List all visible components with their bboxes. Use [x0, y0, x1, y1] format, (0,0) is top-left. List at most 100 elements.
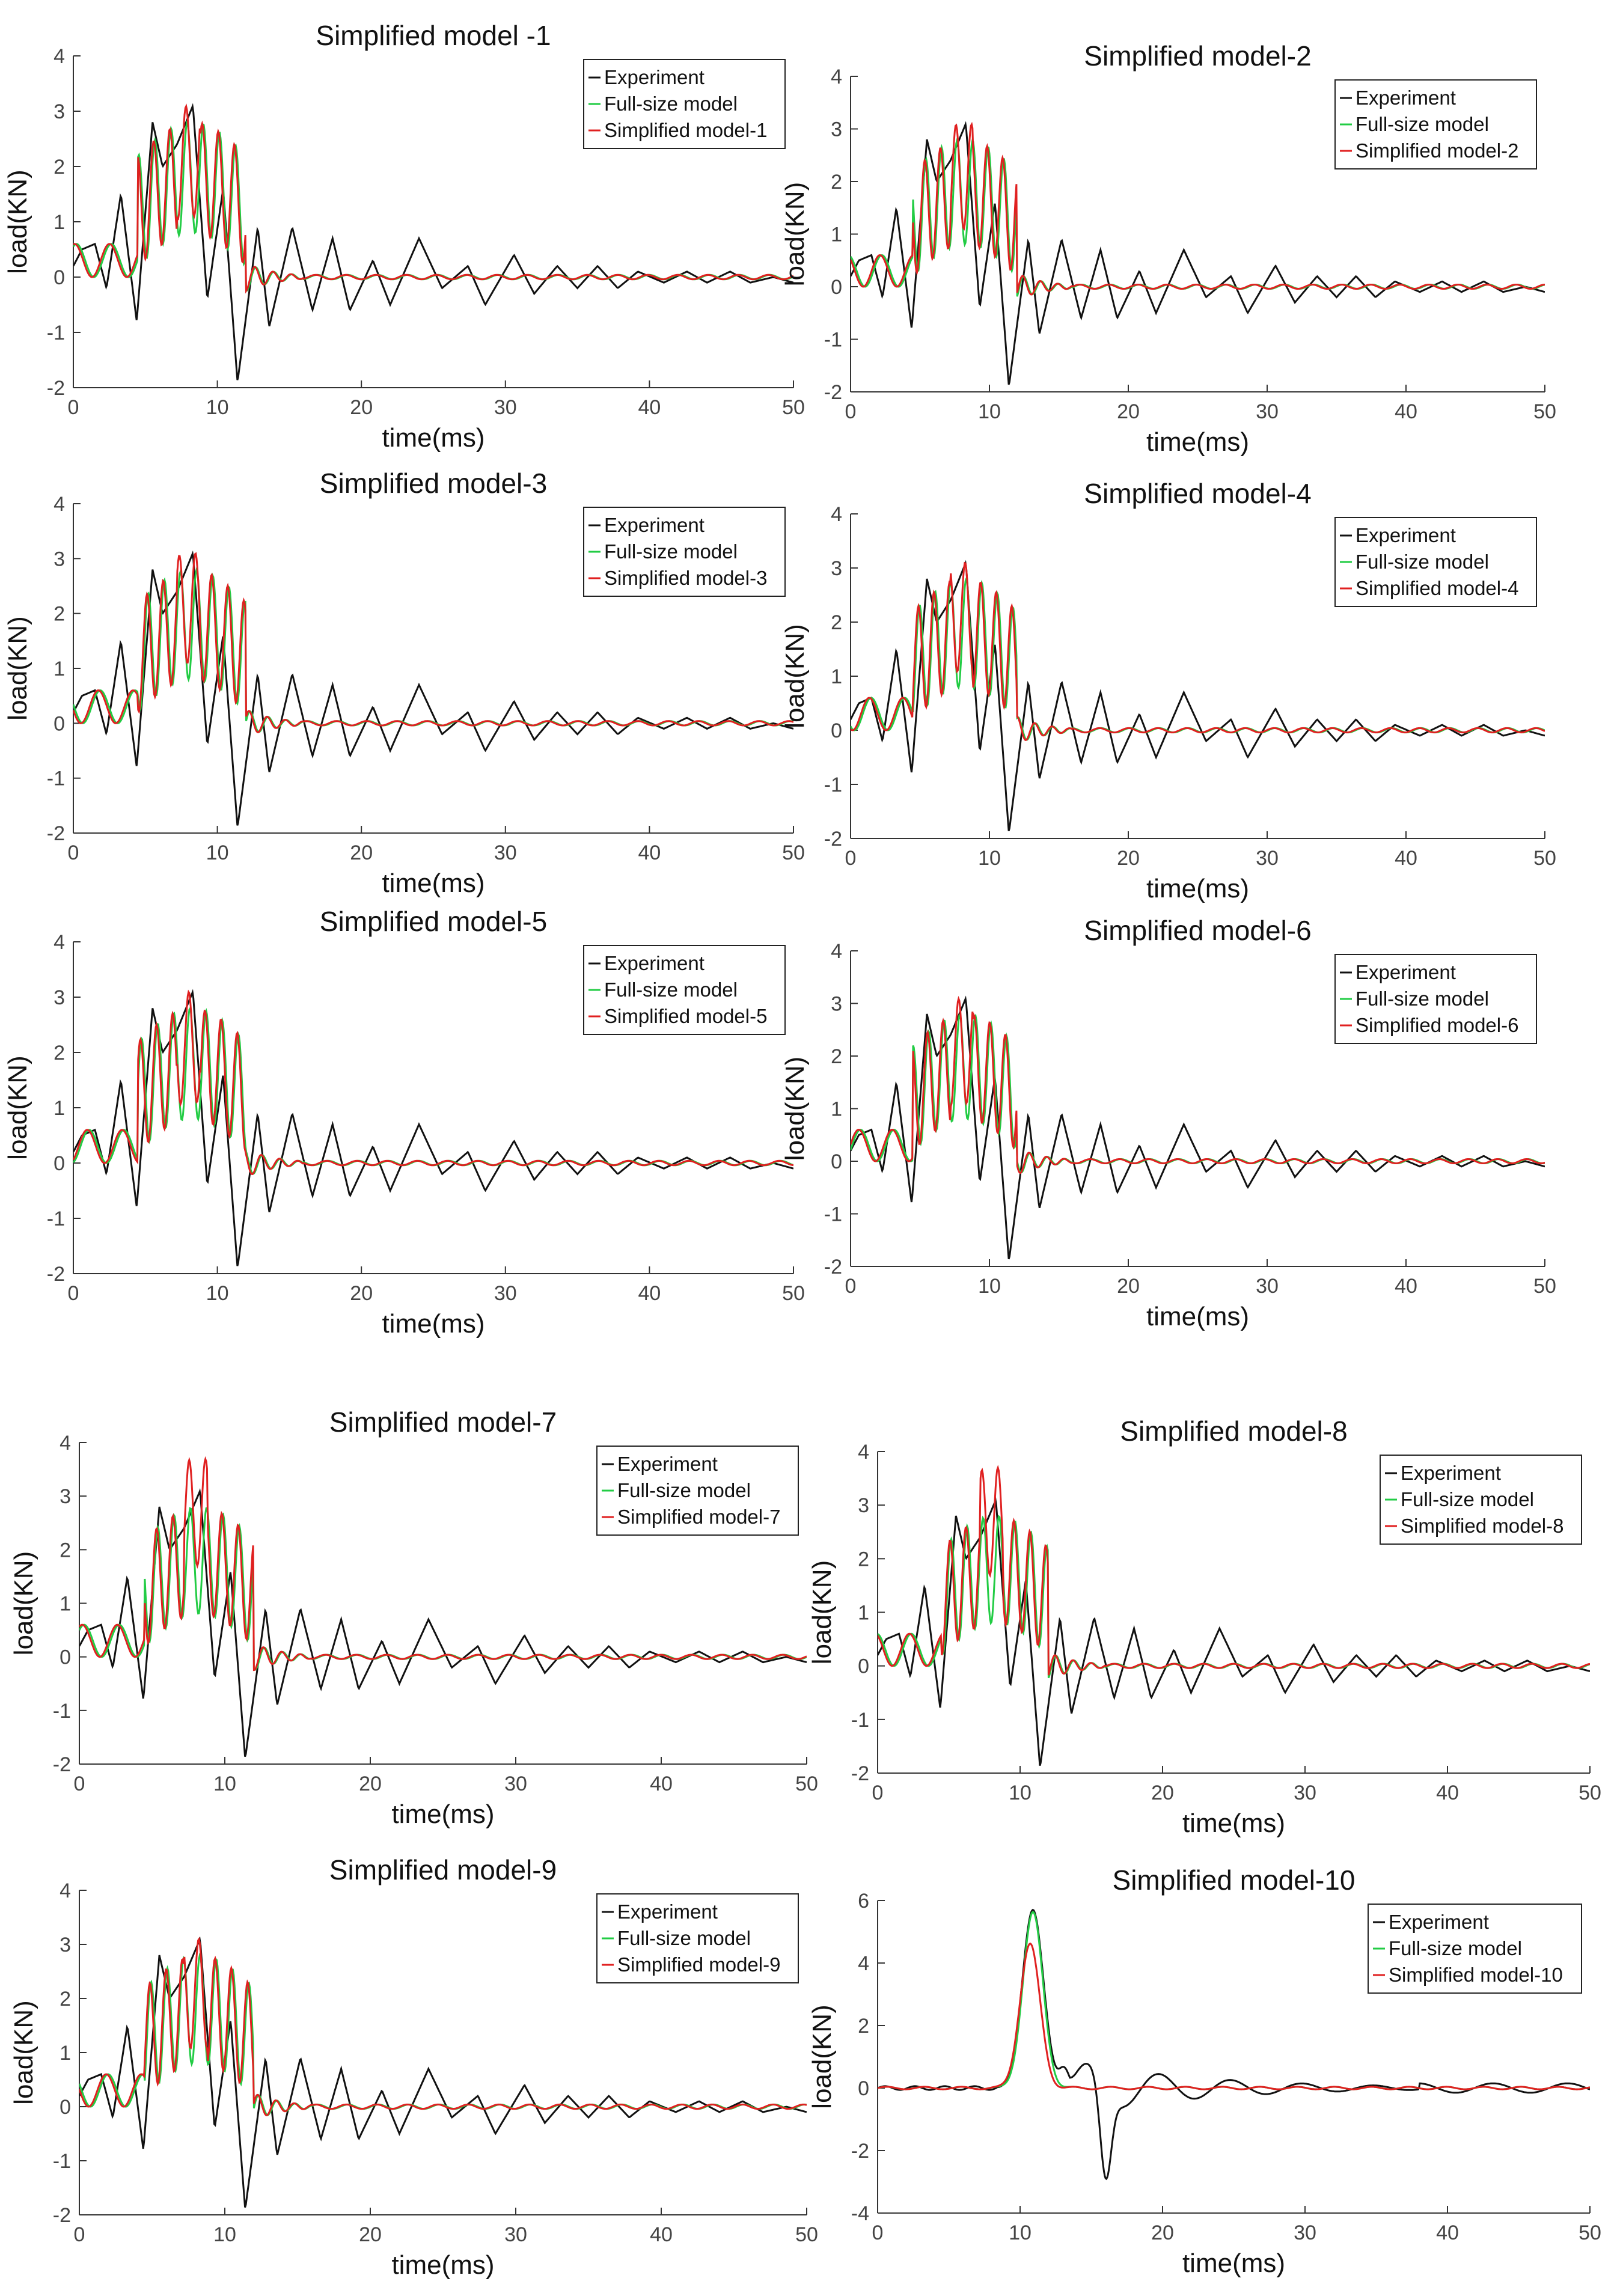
legend-entry: Experiment	[604, 952, 705, 974]
x-tick-label: 50	[1533, 847, 1556, 870]
x-axis-label: time(ms)	[391, 1800, 494, 1829]
x-tick-label: 0	[68, 841, 79, 864]
x-tick-label: 40	[650, 1772, 673, 1795]
legend-entry: Experiment	[1356, 87, 1456, 109]
y-tick-label: -1	[824, 1203, 842, 1226]
chart-panel-10: 0 10 20 30 40 50 -4 -2 0 2 4 6 Simplified model-10 ti…	[807, 1864, 1601, 2278]
chart-title: Simplified model-6	[1084, 915, 1311, 946]
y-axis-label: load(KN)	[807, 2004, 837, 2109]
y-tick-label: 3	[831, 993, 842, 1016]
legend-box	[1334, 79, 1537, 169]
series-line-simplified-model-4	[851, 561, 1545, 742]
y-tick-label: -2	[851, 2140, 869, 2163]
x-tick-label: 20	[350, 1282, 373, 1305]
y-tick-label: 0	[53, 266, 65, 289]
x-axis-label: time(ms)	[1182, 2249, 1285, 2278]
legend-entry: Simplified model-9	[617, 1953, 780, 1976]
y-axis-label: load(KN)	[3, 1055, 32, 1160]
x-tick-label: 20	[1151, 2221, 1174, 2244]
legend-entry: Full-size model	[604, 979, 738, 1001]
x-tick-label: 10	[978, 847, 1001, 870]
y-tick-label: 1	[858, 1602, 869, 1625]
y-tick-label: 2	[60, 1988, 71, 2011]
x-tick-label: 40	[638, 396, 661, 419]
x-tick-label: 0	[845, 1275, 857, 1298]
x-tick-label: 0	[845, 847, 857, 870]
x-tick-label: 0	[845, 400, 857, 423]
series-line-simplified-model-6	[851, 995, 1545, 1174]
y-tick-label: -2	[851, 1762, 869, 1785]
chart-panel-8: 0 10 20 30 40 50 -2 -1 0 1 2 3 4 Simplified model-8 ti…	[807, 1415, 1601, 1838]
x-tick-label: 20	[1151, 1782, 1174, 1804]
x-tick-label: 40	[1436, 1782, 1459, 1804]
y-tick-label: -2	[47, 822, 65, 845]
x-tick-label: 50	[795, 1772, 818, 1795]
y-tick-label: 4	[53, 493, 65, 516]
legend-entry: Simplified model-10	[1389, 1964, 1563, 1986]
chart-panel-3: 0 10 20 30 40 50 -2 -1 0 1 2 3 4 Simplified model-3 ti…	[3, 468, 805, 898]
legend-entry: Simplified model-4	[1356, 577, 1518, 599]
y-axis-label: load(KN)	[3, 616, 32, 721]
legend-box	[1334, 954, 1537, 1044]
y-tick-label: -1	[824, 774, 842, 796]
x-tick-label: 40	[1395, 847, 1417, 870]
x-tick-label: 30	[1256, 847, 1279, 870]
y-tick-label: 4	[53, 931, 65, 954]
x-axis-label: time(ms)	[1182, 1809, 1285, 1838]
x-tick-label: 20	[359, 1772, 382, 1795]
legend-box	[583, 507, 786, 597]
y-tick-label: -1	[53, 2150, 71, 2173]
chart-title: Simplified model-5	[320, 906, 547, 937]
x-tick-label: 0	[74, 2223, 85, 2246]
y-tick-label: 2	[858, 1548, 869, 1571]
y-tick-label: -2	[47, 377, 65, 400]
y-tick-label: 1	[53, 1097, 65, 1120]
x-tick-label: 50	[1533, 400, 1556, 423]
x-tick-label: 30	[504, 2223, 527, 2246]
y-tick-label: 4	[60, 1879, 71, 1902]
y-tick-label: 3	[60, 1934, 71, 1956]
x-tick-label: 20	[350, 841, 373, 864]
y-tick-label: -2	[824, 828, 842, 850]
y-tick-label: 1	[831, 1098, 842, 1121]
x-tick-label: 30	[1294, 1782, 1316, 1804]
y-axis-label: load(KN)	[3, 169, 32, 274]
x-tick-label: 30	[1256, 400, 1279, 423]
y-tick-label: 4	[858, 1441, 869, 1464]
legend-entry: Experiment	[604, 66, 705, 88]
legend-entry: Full-size model	[604, 540, 738, 563]
y-tick-label: 3	[53, 986, 65, 1009]
series-line-simplified-model-5	[73, 989, 793, 1175]
legend-entry: Simplified model-6	[1356, 1014, 1518, 1036]
y-tick-label: -2	[53, 2204, 71, 2227]
x-tick-label: 50	[795, 2223, 818, 2246]
x-tick-label: 20	[1117, 400, 1140, 423]
x-tick-label: 30	[494, 841, 517, 864]
chart-title: Simplified model -1	[316, 20, 551, 51]
series-line-experiment	[878, 1497, 1590, 1766]
y-tick-label: -4	[851, 2202, 869, 2225]
x-tick-label: 10	[1009, 1782, 1032, 1804]
y-tick-label: -2	[47, 1263, 65, 1286]
y-tick-label: 4	[60, 1432, 71, 1455]
x-tick-label: 10	[978, 400, 1001, 423]
x-axis-label: time(ms)	[382, 423, 484, 453]
y-tick-label: 1	[831, 665, 842, 688]
x-tick-label: 50	[1533, 1275, 1556, 1298]
x-tick-label: 0	[68, 396, 79, 419]
x-tick-label: 30	[1294, 2221, 1316, 2244]
series-line-simplified-model-2	[851, 121, 1545, 296]
chart-panel-4: 0 10 20 30 40 50 -2 -1 0 1 2 3 4 Simplified model-4 ti…	[780, 478, 1556, 903]
y-tick-label: -1	[851, 1709, 869, 1732]
y-tick-label: 1	[60, 2042, 71, 2065]
legend-entry: Experiment	[617, 1453, 718, 1475]
x-tick-label: 10	[1009, 2221, 1032, 2244]
legend-entry: Simplified model-1	[604, 119, 767, 141]
x-tick-label: 0	[74, 1772, 85, 1795]
series-line-experiment	[73, 989, 793, 1266]
chart-panel-2: 0 10 20 30 40 50 -2 -1 0 1 2 3 4 Simplified model-2 ti…	[780, 40, 1556, 457]
y-axis-label: load(KN)	[780, 624, 810, 728]
x-tick-label: 40	[650, 2223, 673, 2246]
legend-entry: Experiment	[1356, 524, 1456, 546]
x-tick-label: 50	[782, 841, 805, 864]
